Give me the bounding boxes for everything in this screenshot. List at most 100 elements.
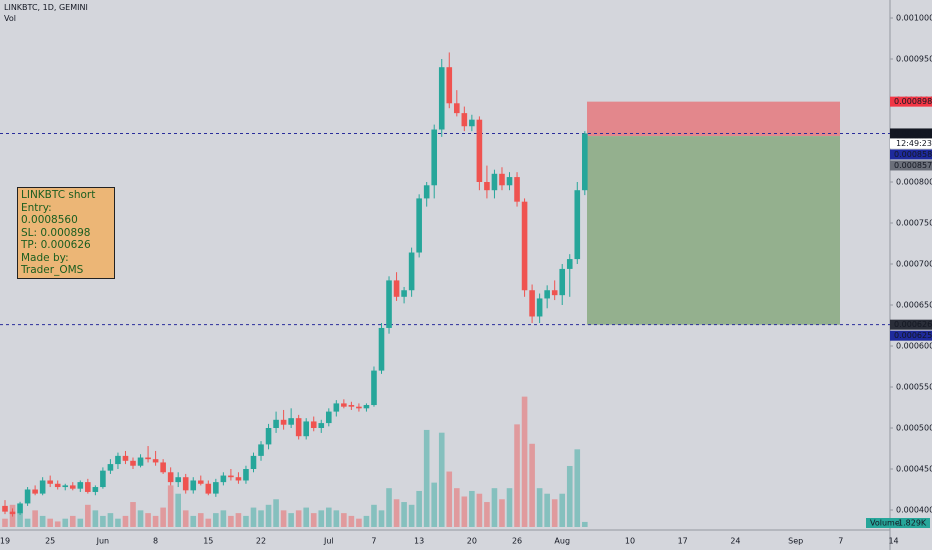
stop-zone xyxy=(587,101,840,137)
volume-bar xyxy=(288,513,294,527)
volume-bar xyxy=(228,515,234,527)
x-tick-label: 10 xyxy=(625,537,635,546)
volume-bar xyxy=(582,521,588,527)
volume-bar xyxy=(39,515,46,527)
volume-bar xyxy=(250,507,257,527)
volume-bar xyxy=(371,504,377,527)
x-tick-label: Aug xyxy=(554,537,570,546)
volume-bar xyxy=(566,465,573,527)
volume-bar xyxy=(69,515,76,527)
candle-body xyxy=(190,480,197,491)
volume-bar xyxy=(122,515,129,527)
volume-bar xyxy=(491,488,498,527)
candle-body xyxy=(92,487,99,492)
annotation-line: SL: 0.000898 xyxy=(21,226,91,239)
candle-body xyxy=(536,298,543,317)
candle-body xyxy=(250,455,257,470)
candle-body xyxy=(77,482,84,489)
volume-bar xyxy=(333,510,340,527)
x-tick-label: Jun xyxy=(96,537,110,546)
volume-bar xyxy=(77,518,84,527)
volume-bar xyxy=(145,513,151,527)
price-tag xyxy=(890,149,932,160)
candle-body xyxy=(318,423,325,428)
price-tag xyxy=(890,96,932,107)
volume-bar xyxy=(363,515,370,527)
volume-bar xyxy=(408,504,415,527)
candle-body xyxy=(529,290,535,317)
candle-body xyxy=(476,119,483,182)
candle-body xyxy=(273,419,279,428)
volume-bar xyxy=(446,471,453,527)
volume-bar xyxy=(243,515,249,527)
candle-body xyxy=(160,462,166,473)
volume-bar xyxy=(506,488,513,527)
y-tick-label: 0.00045000 xyxy=(896,465,932,474)
y-tick-label: 0.00080000 xyxy=(896,177,932,186)
volume-bar xyxy=(454,488,460,527)
price-tag-label: 0.00085920 xyxy=(894,129,932,138)
candle-body xyxy=(408,252,415,291)
candle-body xyxy=(303,421,309,437)
candle-body xyxy=(446,67,453,104)
volume-bar xyxy=(130,502,136,527)
volume-bar xyxy=(265,504,272,527)
candle-body xyxy=(228,475,234,478)
volume-bar xyxy=(303,507,309,527)
annotation-line: LINKBTC short xyxy=(21,189,96,201)
volume-bar xyxy=(499,499,505,527)
volume-bar xyxy=(115,518,121,527)
candle-body xyxy=(461,113,468,127)
candle-body xyxy=(24,489,31,504)
candle-body xyxy=(401,290,407,297)
candle-body xyxy=(566,259,573,269)
candle-body xyxy=(348,405,355,407)
volume-bar xyxy=(160,507,166,527)
y-tick-label: 0.00075000 xyxy=(896,218,932,227)
volume-bar xyxy=(85,504,91,527)
volume-bar xyxy=(167,485,174,527)
candle-body xyxy=(582,133,588,191)
candle-body xyxy=(205,483,212,494)
volume-bar xyxy=(197,513,204,527)
volume-bar xyxy=(461,496,468,527)
x-tick-label: Sep xyxy=(788,537,803,546)
volume-bar xyxy=(295,510,302,527)
volume-bar xyxy=(190,515,197,527)
candle-body xyxy=(137,457,144,466)
candle-body xyxy=(371,370,377,406)
volume-bar xyxy=(182,510,189,527)
x-tick-label: 8 xyxy=(153,537,158,546)
volume-title: Vol xyxy=(4,14,16,23)
annotation-line: TP: 0.000626 xyxy=(21,239,91,251)
x-tick-label: 25 xyxy=(45,537,55,546)
candle-body xyxy=(54,483,61,488)
candle-body xyxy=(438,67,445,130)
y-tick-label: 0.00065000 xyxy=(896,300,932,309)
candle-body xyxy=(491,173,498,191)
volume-bar xyxy=(24,518,31,527)
candle-body xyxy=(175,477,181,483)
candle-body xyxy=(551,290,558,296)
target-zone xyxy=(587,136,840,325)
volume-bar xyxy=(401,502,407,527)
volume-bar xyxy=(32,510,38,527)
candle-body xyxy=(182,477,189,491)
volume-bar xyxy=(559,493,566,527)
volume-bar xyxy=(551,499,558,527)
x-tick-label: 24 xyxy=(730,537,740,546)
volume-tag-value: 1.829K xyxy=(898,519,927,528)
candle-body xyxy=(386,280,392,328)
volume-bar xyxy=(514,424,520,527)
y-tick-label: 0.00095000 xyxy=(896,54,932,63)
volume-bar xyxy=(341,513,347,527)
candle-body xyxy=(325,411,332,424)
candle-body xyxy=(484,181,490,191)
volume-bar xyxy=(92,510,99,527)
candle-body xyxy=(356,406,362,409)
candle-body xyxy=(107,464,114,471)
volume-bar xyxy=(258,510,264,527)
candle-body xyxy=(288,418,294,425)
price-tag xyxy=(890,160,932,171)
candle-body xyxy=(544,290,550,299)
